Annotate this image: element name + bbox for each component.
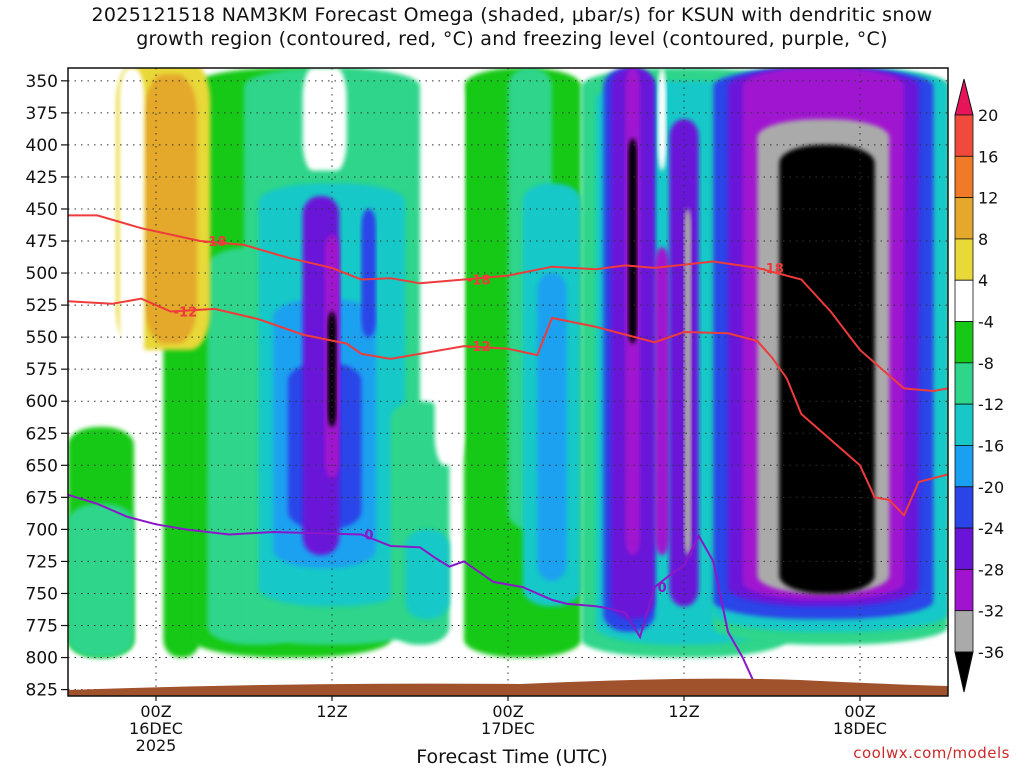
dgz-contour-minus12-label-1: -12 [467,340,491,355]
y-tick-label-825: 825 [26,681,58,701]
watermark: coolwx.com/models [853,744,1010,762]
grid-lines [68,68,948,696]
y-tick-label-525: 525 [26,296,58,316]
y-tick-label-400: 400 [26,136,58,156]
omega-neutral-gap-2 [657,68,667,171]
dgz-contour-minus18-label-2: -18 [760,262,784,277]
chart-title-line-2: growth region (contoured, red, °C) and f… [136,28,888,50]
dgz-contour-minus18-label-0: -18 [203,235,227,250]
omega-neutral-gap-3 [302,68,347,171]
omega-neutral-gap-0 [119,68,145,376]
omega-updraft-orange-early [144,74,198,344]
terrain-ground-fill [68,678,948,696]
y-tick-label-600: 600 [26,392,58,412]
y-tick-label-625: 625 [26,424,58,444]
freezing-level-contour-label-1: 0 [658,581,667,596]
x-axis-title: Forecast Time (UTC) [416,746,608,768]
colorbar-label-2: 12 [978,189,998,208]
colorbar-label-7: -12 [978,395,1004,414]
colorbar-label-3: 8 [978,230,988,249]
x-tick-label-30-0: 00Z [492,702,523,721]
y-tick-label-550: 550 [26,328,58,348]
pressure-axis: 350 375 400 425 450 475 500 525 550 575 600 625 650 6… [26,72,68,701]
colorbar-label-9: -20 [978,478,1004,497]
colorbar-swatch-6 [954,362,974,405]
dgz-contour-minus18-label-1: -18 [467,273,491,288]
colorbar-swatch-3 [954,238,974,281]
colorbar-swatch-0 [954,114,974,157]
colorbar-label-4: 4 [978,271,988,290]
omega-shading [68,68,948,658]
x-tick-label-54-1: 18DEC [833,719,887,738]
colorbar-label-5: -4 [978,313,994,332]
y-tick-label-575: 575 [26,360,58,380]
colorbar-swatch-10 [954,527,974,570]
y-tick-label-775: 775 [26,617,58,637]
omega-band-18 [537,273,567,581]
colorbar-label-6: -8 [978,354,994,373]
y-tick-label-500: 500 [26,264,58,284]
y-tick-label-700: 700 [26,520,58,540]
dgz-contour-minus18 [68,214,948,393]
colorbar-swatch-5 [954,321,974,364]
colorbar-label-1: 16 [978,147,998,166]
colorbar-label-11: -28 [978,560,1004,579]
x-tick-label-6-1: 16DEC [129,719,183,738]
y-tick-label-675: 675 [26,488,58,508]
colorbar-bottom-arrow [954,651,974,693]
dgz-contour-minus12-label-0: -12 [174,306,198,321]
y-tick-label-425: 425 [26,168,58,188]
omega-colorbar: 20 16 12 8 4 -4 -8 -12 -16 -20 -24 -28 -32 -36 [954,78,1004,693]
colorbar-label-13: -36 [978,643,1004,662]
colorbar-swatch-7 [954,403,974,446]
x-tick-label-42-0: 12Z [668,702,699,721]
y-tick-label-375: 375 [26,104,58,124]
freezing-level-contour-label-0: 0 [364,529,373,544]
colorbar-label-10: -24 [978,519,1004,538]
dgz-contour-minus12 [68,297,948,518]
x-tick-label-54-0: 00Z [844,702,875,721]
omega-band-1 [68,503,134,658]
omega-band-25 [654,247,670,556]
omega-band-14 [405,529,450,620]
omega-band-27 [684,208,692,556]
contour-lines: -18 -18 -18 -12 -12 0 0 [68,214,948,691]
colorbar-swatch-11 [954,568,974,612]
x-tick-label-6-2: 2025 [136,736,177,755]
x-tick-label-6-0: 00Z [140,702,171,721]
y-tick-label-650: 650 [26,456,58,476]
x-tick-label-30-1: 17DEC [481,719,535,738]
y-tick-label-450: 450 [26,200,58,220]
omega-band-35 [830,170,860,453]
omega-band-12 [361,208,376,338]
x-tick-label-18-0: 12Z [316,702,347,721]
colorbar-label-12: -32 [978,602,1004,621]
y-tick-label-750: 750 [26,584,58,604]
colorbar-label-8: -16 [978,436,1004,455]
colorbar-swatch-2 [954,197,974,240]
y-tick-label-475: 475 [26,232,58,252]
colorbar-swatch-9 [954,486,974,529]
y-tick-label-725: 725 [26,552,58,572]
y-tick-label-350: 350 [26,72,58,92]
colorbar-swatch-1 [954,155,974,199]
colorbar-label-0: 20 [978,106,998,125]
colorbar-swatch-8 [954,445,974,488]
chart-title-line-1: 2025121518 NAM3KM Forecast Omega (shaded… [91,4,933,26]
colorbar-swatch-4 [954,279,974,322]
freezing-level-contour [68,493,759,691]
omega-neutral-gap-1 [434,68,464,466]
y-tick-label-800: 800 [26,649,58,669]
colorbar-swatch-12 [954,610,974,653]
omega-band-24 [628,138,638,344]
colorbar-top-arrow [954,78,974,116]
